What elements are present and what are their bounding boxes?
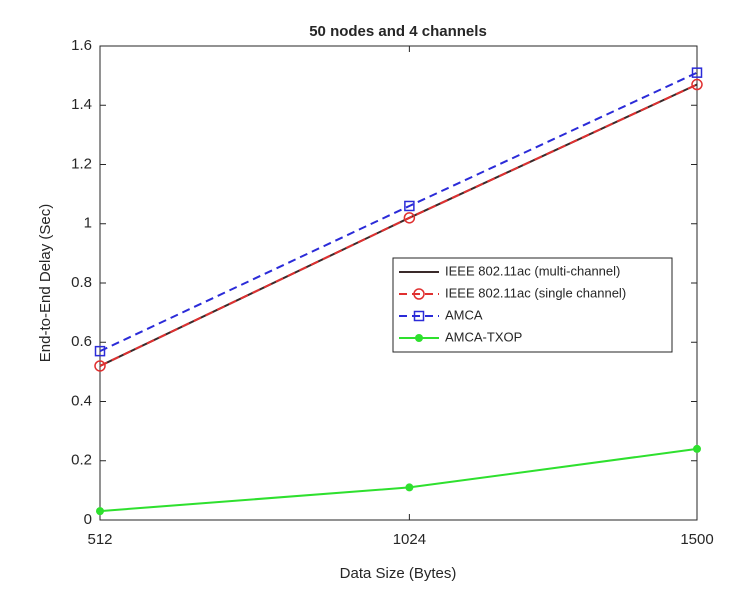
legend-label: IEEE 802.11ac (single channel) — [445, 285, 626, 300]
y-axis-label: End-to-End Delay (Sec) — [37, 204, 54, 362]
y-tick-label: 1 — [84, 215, 92, 232]
legend-label: AMCA — [445, 307, 483, 322]
y-tick-label: 0.2 — [71, 452, 92, 469]
y-tick-label: 0 — [84, 511, 92, 528]
legend-marker — [413, 310, 425, 322]
legend-marker — [415, 334, 423, 342]
y-tick-label: 1.6 — [71, 37, 92, 54]
x-tick-label: 1024 — [393, 531, 426, 548]
data-point — [96, 507, 104, 516]
legend-label: IEEE 802.11ac (multi-channel) — [445, 263, 620, 278]
chart-title: 50 nodes and 4 channels — [309, 23, 487, 40]
data-point — [403, 212, 416, 224]
y-tick-label: 0.6 — [71, 333, 92, 350]
data-point — [405, 483, 414, 492]
x-tick-label: 1500 — [680, 531, 713, 548]
y-tick-label: 1.2 — [71, 155, 92, 172]
series-line — [99, 71, 698, 353]
legend-label: AMCA-TXOP — [445, 329, 522, 344]
series-line — [99, 83, 698, 367]
data-point — [691, 78, 703, 91]
y-tick-label: 1.4 — [71, 96, 92, 113]
data-point — [94, 360, 106, 372]
data-point — [94, 345, 106, 357]
legend-marker — [413, 288, 425, 300]
data-point — [404, 200, 415, 212]
data-point — [693, 444, 701, 453]
legend-box — [392, 257, 673, 353]
y-tick-label: 0.8 — [71, 274, 92, 291]
data-point — [691, 67, 703, 78]
x-axis-label: Data Size (Bytes) — [340, 565, 457, 582]
x-tick-label: 512 — [87, 531, 112, 548]
y-tick-label: 0.4 — [71, 392, 92, 409]
